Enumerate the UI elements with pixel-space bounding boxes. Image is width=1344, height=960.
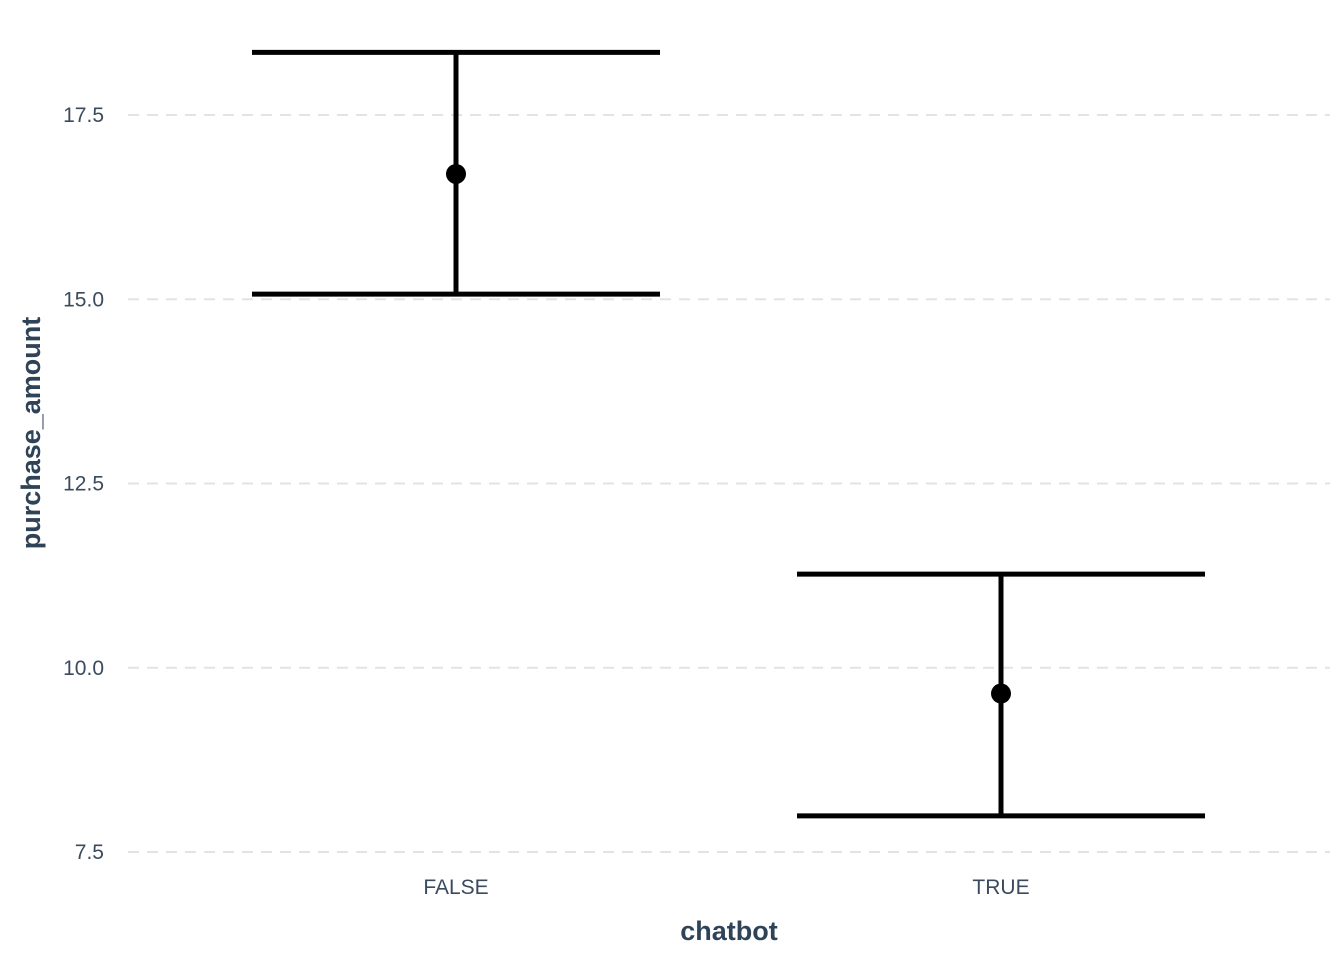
y-axis-tick-labels: 7.5 10.0 12.5 15.0 17.5 xyxy=(63,104,104,864)
x-axis-tick-labels: FALSE TRUE xyxy=(423,876,1029,899)
grid-lines xyxy=(128,114,1330,853)
x-tick-label: FALSE xyxy=(423,876,488,899)
y-tick-label: 12.5 xyxy=(63,473,104,496)
x-axis-title: chatbot xyxy=(680,916,778,946)
y-tick-label: 17.5 xyxy=(63,104,104,127)
error-bars xyxy=(252,49,1205,819)
y-tick-label: 7.5 xyxy=(75,841,104,864)
data-points xyxy=(446,163,1011,704)
data-point xyxy=(446,163,466,184)
x-tick-label: TRUE xyxy=(972,876,1029,899)
y-axis-title: purchase_amount xyxy=(16,317,46,550)
y-tick-label: 15.0 xyxy=(63,288,104,311)
data-point xyxy=(991,683,1011,704)
y-tick-label: 10.0 xyxy=(63,657,104,680)
